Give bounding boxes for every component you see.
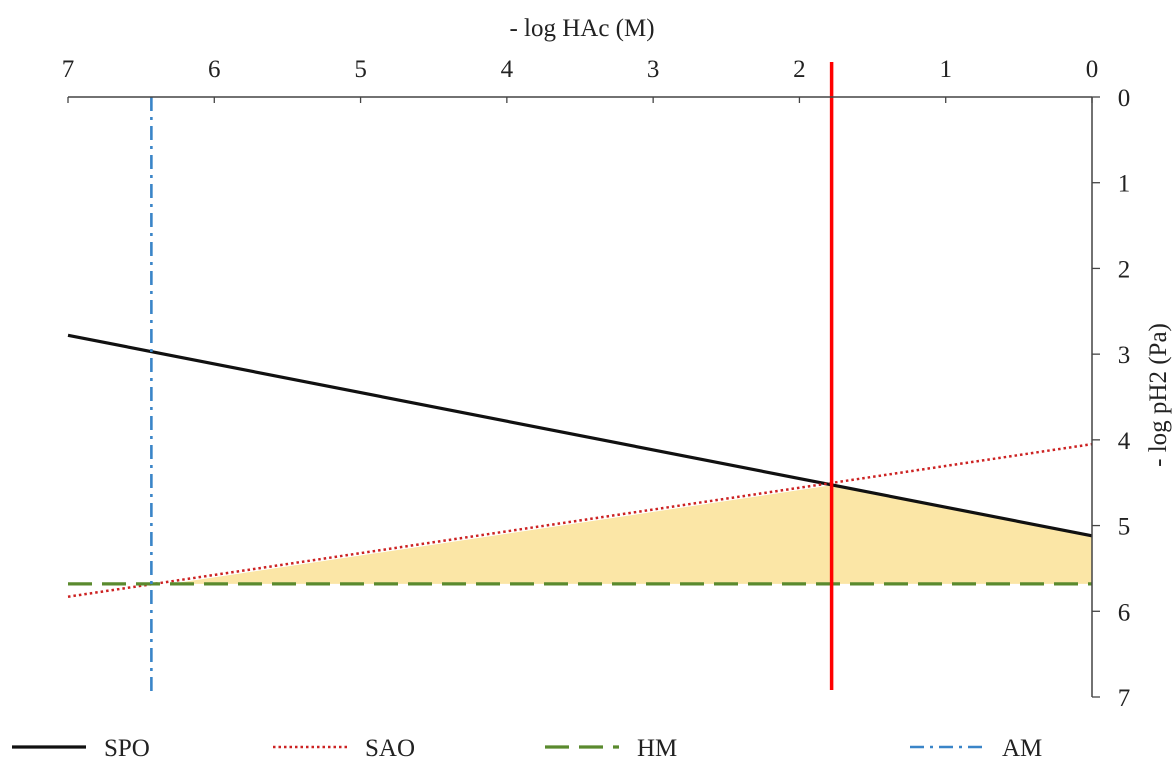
x-tick-label: 5 — [354, 56, 367, 83]
y-tick-label: 3 — [1118, 342, 1131, 369]
x-axis-ticks: 7 6 5 4 3 2 1 0 — [62, 56, 1099, 103]
legend-label-spo: SPO — [104, 735, 150, 760]
series-line-spo — [67, 333, 1093, 538]
y-axis-title: - log pH2 (Pa) — [1145, 323, 1172, 467]
series-layer — [67, 97, 1093, 697]
y-tick-label: 7 — [1118, 685, 1131, 712]
x-tick-label: 4 — [501, 56, 514, 83]
x-tick-label: 6 — [208, 56, 221, 83]
legend-label-sao: SAO — [365, 735, 415, 760]
x-tick-label: 7 — [62, 56, 75, 83]
y-axis-ticks: 0 1 2 3 4 5 6 7 — [1092, 85, 1131, 712]
feasible-region — [170, 485, 1092, 584]
x-axis-title: - log HAc (M) — [509, 15, 654, 42]
y-tick-label: 6 — [1118, 599, 1131, 626]
x-tick-label: 1 — [939, 56, 952, 83]
x-tick-label: 3 — [647, 56, 660, 83]
legend-label-hm: HM — [637, 735, 677, 760]
axes-layer — [68, 96, 1093, 697]
y-tick-label: 2 — [1118, 256, 1131, 283]
y-tick-label: 0 — [1118, 85, 1131, 112]
y-tick-label: 5 — [1118, 514, 1131, 541]
x-tick-label: 2 — [793, 56, 806, 83]
x-tick-label: 0 — [1086, 56, 1099, 83]
y-tick-label: 1 — [1118, 171, 1131, 198]
y-tick-label: 4 — [1118, 428, 1131, 455]
feasible-region-layer — [170, 485, 1092, 584]
legend: SPO SAO HM AM — [12, 735, 1042, 762]
legend-label-am: AM — [1002, 735, 1042, 760]
series-line-sao — [67, 442, 1093, 598]
